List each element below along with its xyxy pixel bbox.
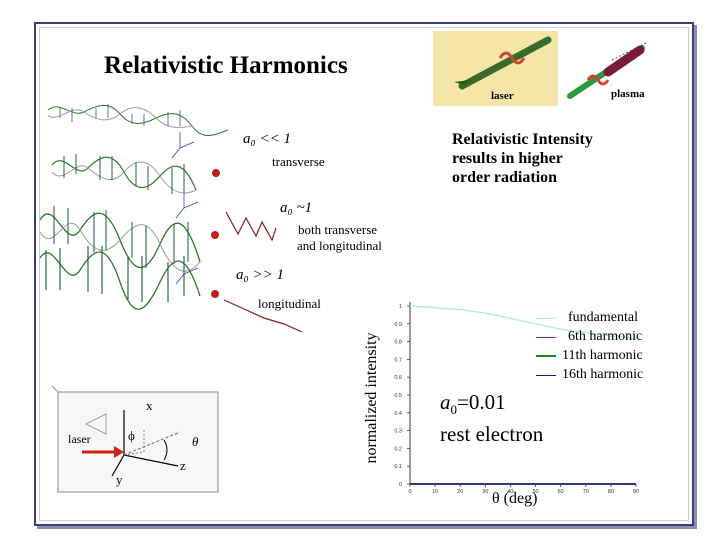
legend-swatch bbox=[536, 317, 556, 319]
legend-item: 11th harmonic bbox=[536, 348, 643, 364]
x-tick-label: 0 bbox=[408, 489, 411, 495]
plasma-label: plasma bbox=[611, 88, 645, 100]
y-tick-label: 0.1 bbox=[394, 464, 402, 470]
y-tick-label: 1 bbox=[399, 304, 402, 310]
x-tick-label: 20 bbox=[457, 489, 463, 495]
parameters: a0=0.01 rest electron bbox=[440, 390, 543, 447]
y-tick-label: 0.3 bbox=[394, 429, 402, 435]
series-line-1 bbox=[409, 305, 637, 339]
intensity-note-line-3: order radiation bbox=[452, 169, 558, 186]
y-tick-label: 0.7 bbox=[394, 357, 402, 363]
geometry-diagram-icon bbox=[51, 385, 219, 493]
longitudinal-trajectory-icon bbox=[223, 299, 303, 333]
chart-marks bbox=[409, 305, 637, 485]
regime-a0-low: a₀ << 1 bbox=[243, 131, 291, 147]
a0-subscript: 0 bbox=[450, 402, 458, 418]
theta-label: θ bbox=[192, 434, 199, 449]
legend-label: fundamental bbox=[568, 310, 638, 325]
x-tick-label: 80 bbox=[608, 489, 614, 495]
chart-x-label: θ (deg) bbox=[492, 490, 538, 507]
intensity-note-line-2: results in higher bbox=[452, 150, 563, 167]
legend-swatch bbox=[536, 355, 556, 357]
diagram-laser-label: laser bbox=[68, 432, 91, 446]
field-axes-icon bbox=[171, 132, 199, 285]
regime-motion-both-line-2: and longitudinal bbox=[297, 238, 382, 253]
axis-x-label: x bbox=[146, 398, 153, 413]
x-tick-label: 90 bbox=[633, 489, 639, 495]
axis-y-label: y bbox=[116, 472, 123, 487]
slide-title: Relativistic Harmonics bbox=[104, 52, 348, 79]
regime-a0-mid: a₀ ~1 bbox=[280, 200, 313, 216]
chart-y-label: normalized intensity bbox=[363, 332, 380, 464]
y-tick-label: 0.5 bbox=[394, 393, 402, 399]
x-tick-label: 10 bbox=[432, 489, 438, 495]
regime-a0-high: a₀ >> 1 bbox=[236, 267, 284, 283]
a0-number: =0.01 bbox=[457, 390, 506, 414]
legend-swatch bbox=[536, 336, 556, 338]
x-tick-label: 60 bbox=[558, 489, 564, 495]
y-tick-label: 0 bbox=[399, 482, 402, 488]
a0-symbol: a bbox=[440, 390, 451, 414]
axis-z-label: z bbox=[180, 458, 186, 473]
phi-label: ϕ bbox=[128, 428, 135, 443]
electron-dot-icon bbox=[212, 169, 220, 177]
legend-label: 11th harmonic bbox=[562, 348, 643, 363]
legend-label: 16th harmonic bbox=[562, 367, 644, 382]
wave-large-amplitude-icon bbox=[39, 206, 201, 272]
electron-state: rest electron bbox=[440, 422, 544, 447]
electron-dot-icon bbox=[211, 231, 219, 239]
y-tick-label: 0.8 bbox=[394, 340, 402, 346]
figure-eight-trajectory-icon bbox=[225, 211, 277, 242]
electron-dot-icon bbox=[211, 290, 219, 298]
y-tick-label: 0.9 bbox=[394, 322, 402, 328]
legend-item: fundamental bbox=[536, 310, 638, 326]
wave-medium-amplitude-icon bbox=[51, 154, 197, 194]
regime-motion-both-line-1: both transverse bbox=[298, 222, 378, 237]
regime-motion-transverse: transverse bbox=[272, 154, 325, 169]
intensity-note: Relativistic Intensity results in higher… bbox=[452, 130, 593, 187]
laser-beam-icon bbox=[454, 36, 552, 90]
legend-item: 16th harmonic bbox=[536, 367, 643, 383]
y-tick-label: 0.2 bbox=[394, 446, 402, 452]
laser-label: laser bbox=[491, 90, 514, 102]
intensity-note-line-1: Relativistic Intensity bbox=[452, 131, 593, 148]
legend-swatch bbox=[536, 374, 556, 376]
y-tick-label: 0.4 bbox=[394, 411, 402, 417]
wave-relativistic-amplitude-icon bbox=[39, 246, 201, 310]
legend-label: 6th harmonic bbox=[568, 329, 643, 344]
x-tick-label: 70 bbox=[583, 489, 589, 495]
legend-item: 6th harmonic bbox=[536, 329, 642, 345]
wave-small-amplitude-icon bbox=[47, 104, 229, 136]
x-tick-label: 50 bbox=[532, 489, 538, 495]
x-tick-label: 40 bbox=[507, 489, 513, 495]
slide-frame bbox=[34, 22, 694, 526]
a0-value: a0=0.01 bbox=[440, 390, 543, 422]
plasma-bar-icon bbox=[567, 41, 649, 99]
y-tick-label: 0.6 bbox=[394, 375, 402, 381]
regime-motion-longitudinal: longitudinal bbox=[258, 296, 321, 311]
x-tick-label: 30 bbox=[482, 489, 488, 495]
